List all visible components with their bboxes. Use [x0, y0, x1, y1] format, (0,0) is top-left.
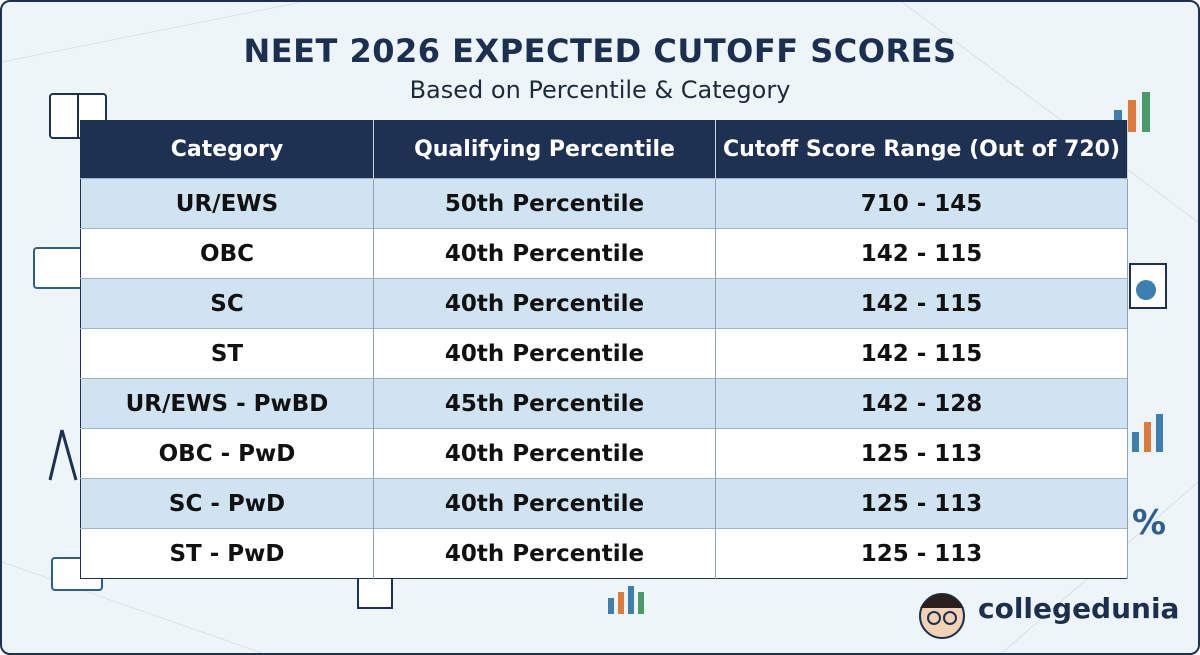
cutoff-table: Category Qualifying Percentile Cutoff Scor…	[80, 120, 1128, 579]
table-cell: 40th Percentile	[373, 328, 716, 379]
pie-icon	[1129, 263, 1167, 309]
table-cell: OBC - PwD	[80, 428, 374, 479]
table-cell: 125 - 113	[715, 528, 1128, 579]
table-row: ST 40th Percentile 142 - 115	[80, 328, 1128, 379]
book-icon	[33, 247, 83, 289]
table-row: OBC 40th Percentile 142 - 115	[80, 228, 1128, 279]
table-cell: UR/EWS - PwBD	[80, 378, 374, 429]
table-cell: 142 - 115	[715, 278, 1128, 329]
table-cell: 40th Percentile	[373, 478, 716, 529]
table-row: UR/EWS - PwBD 45th Percentile 142 - 128	[80, 378, 1128, 429]
table-cell: 50th Percentile	[373, 178, 716, 229]
subtitle: Based on Percentile & Category	[409, 76, 791, 104]
mascot-icon	[919, 593, 965, 639]
table-cell: SC - PwD	[80, 478, 374, 529]
table-cell: ST	[80, 328, 374, 379]
column-header: Qualifying Percentile	[373, 120, 716, 179]
table-cell: 40th Percentile	[373, 528, 716, 579]
table-cell: 710 - 145	[715, 178, 1128, 229]
table-row: SC - PwD 40th Percentile 125 - 113	[80, 478, 1128, 529]
document-icon	[357, 573, 393, 609]
table-cell: ST - PwD	[80, 528, 374, 579]
table-cell: 142 - 128	[715, 378, 1128, 429]
table-cell: 142 - 115	[715, 328, 1128, 379]
table-cell: 142 - 115	[715, 228, 1128, 279]
percent-icon: %	[1132, 503, 1166, 543]
table-cell: UR/EWS	[80, 178, 374, 229]
compass-icon	[48, 429, 78, 481]
column-header: Cutoff Score Range (Out of 720)	[715, 120, 1128, 179]
table-row: SC 40th Percentile 142 - 115	[80, 278, 1128, 329]
table-cell: OBC	[80, 228, 374, 279]
chart-icon	[1132, 414, 1163, 452]
column-header: Category	[80, 120, 374, 179]
table-cell: 40th Percentile	[373, 278, 716, 329]
table-cell: 40th Percentile	[373, 428, 716, 479]
chart-icon	[608, 586, 644, 614]
header-row: Category Qualifying Percentile Cutoff Scor…	[80, 120, 1128, 179]
table-cell: 40th Percentile	[373, 228, 716, 279]
table-cell: 45th Percentile	[373, 378, 716, 429]
title: NEET 2026 EXPECTED CUTOFF SCORES	[243, 32, 957, 70]
logo-text: collegedunia	[978, 592, 1180, 625]
table-cell: 125 - 113	[715, 428, 1128, 479]
table-row: UR/EWS 50th Percentile 710 - 145	[80, 178, 1128, 229]
table-cell: 125 - 113	[715, 478, 1128, 529]
table-row: ST - PwD 40th Percentile 125 - 113	[80, 528, 1128, 579]
table-row: OBC - PwD 40th Percentile 125 - 113	[80, 428, 1128, 479]
table-cell: SC	[80, 278, 374, 329]
